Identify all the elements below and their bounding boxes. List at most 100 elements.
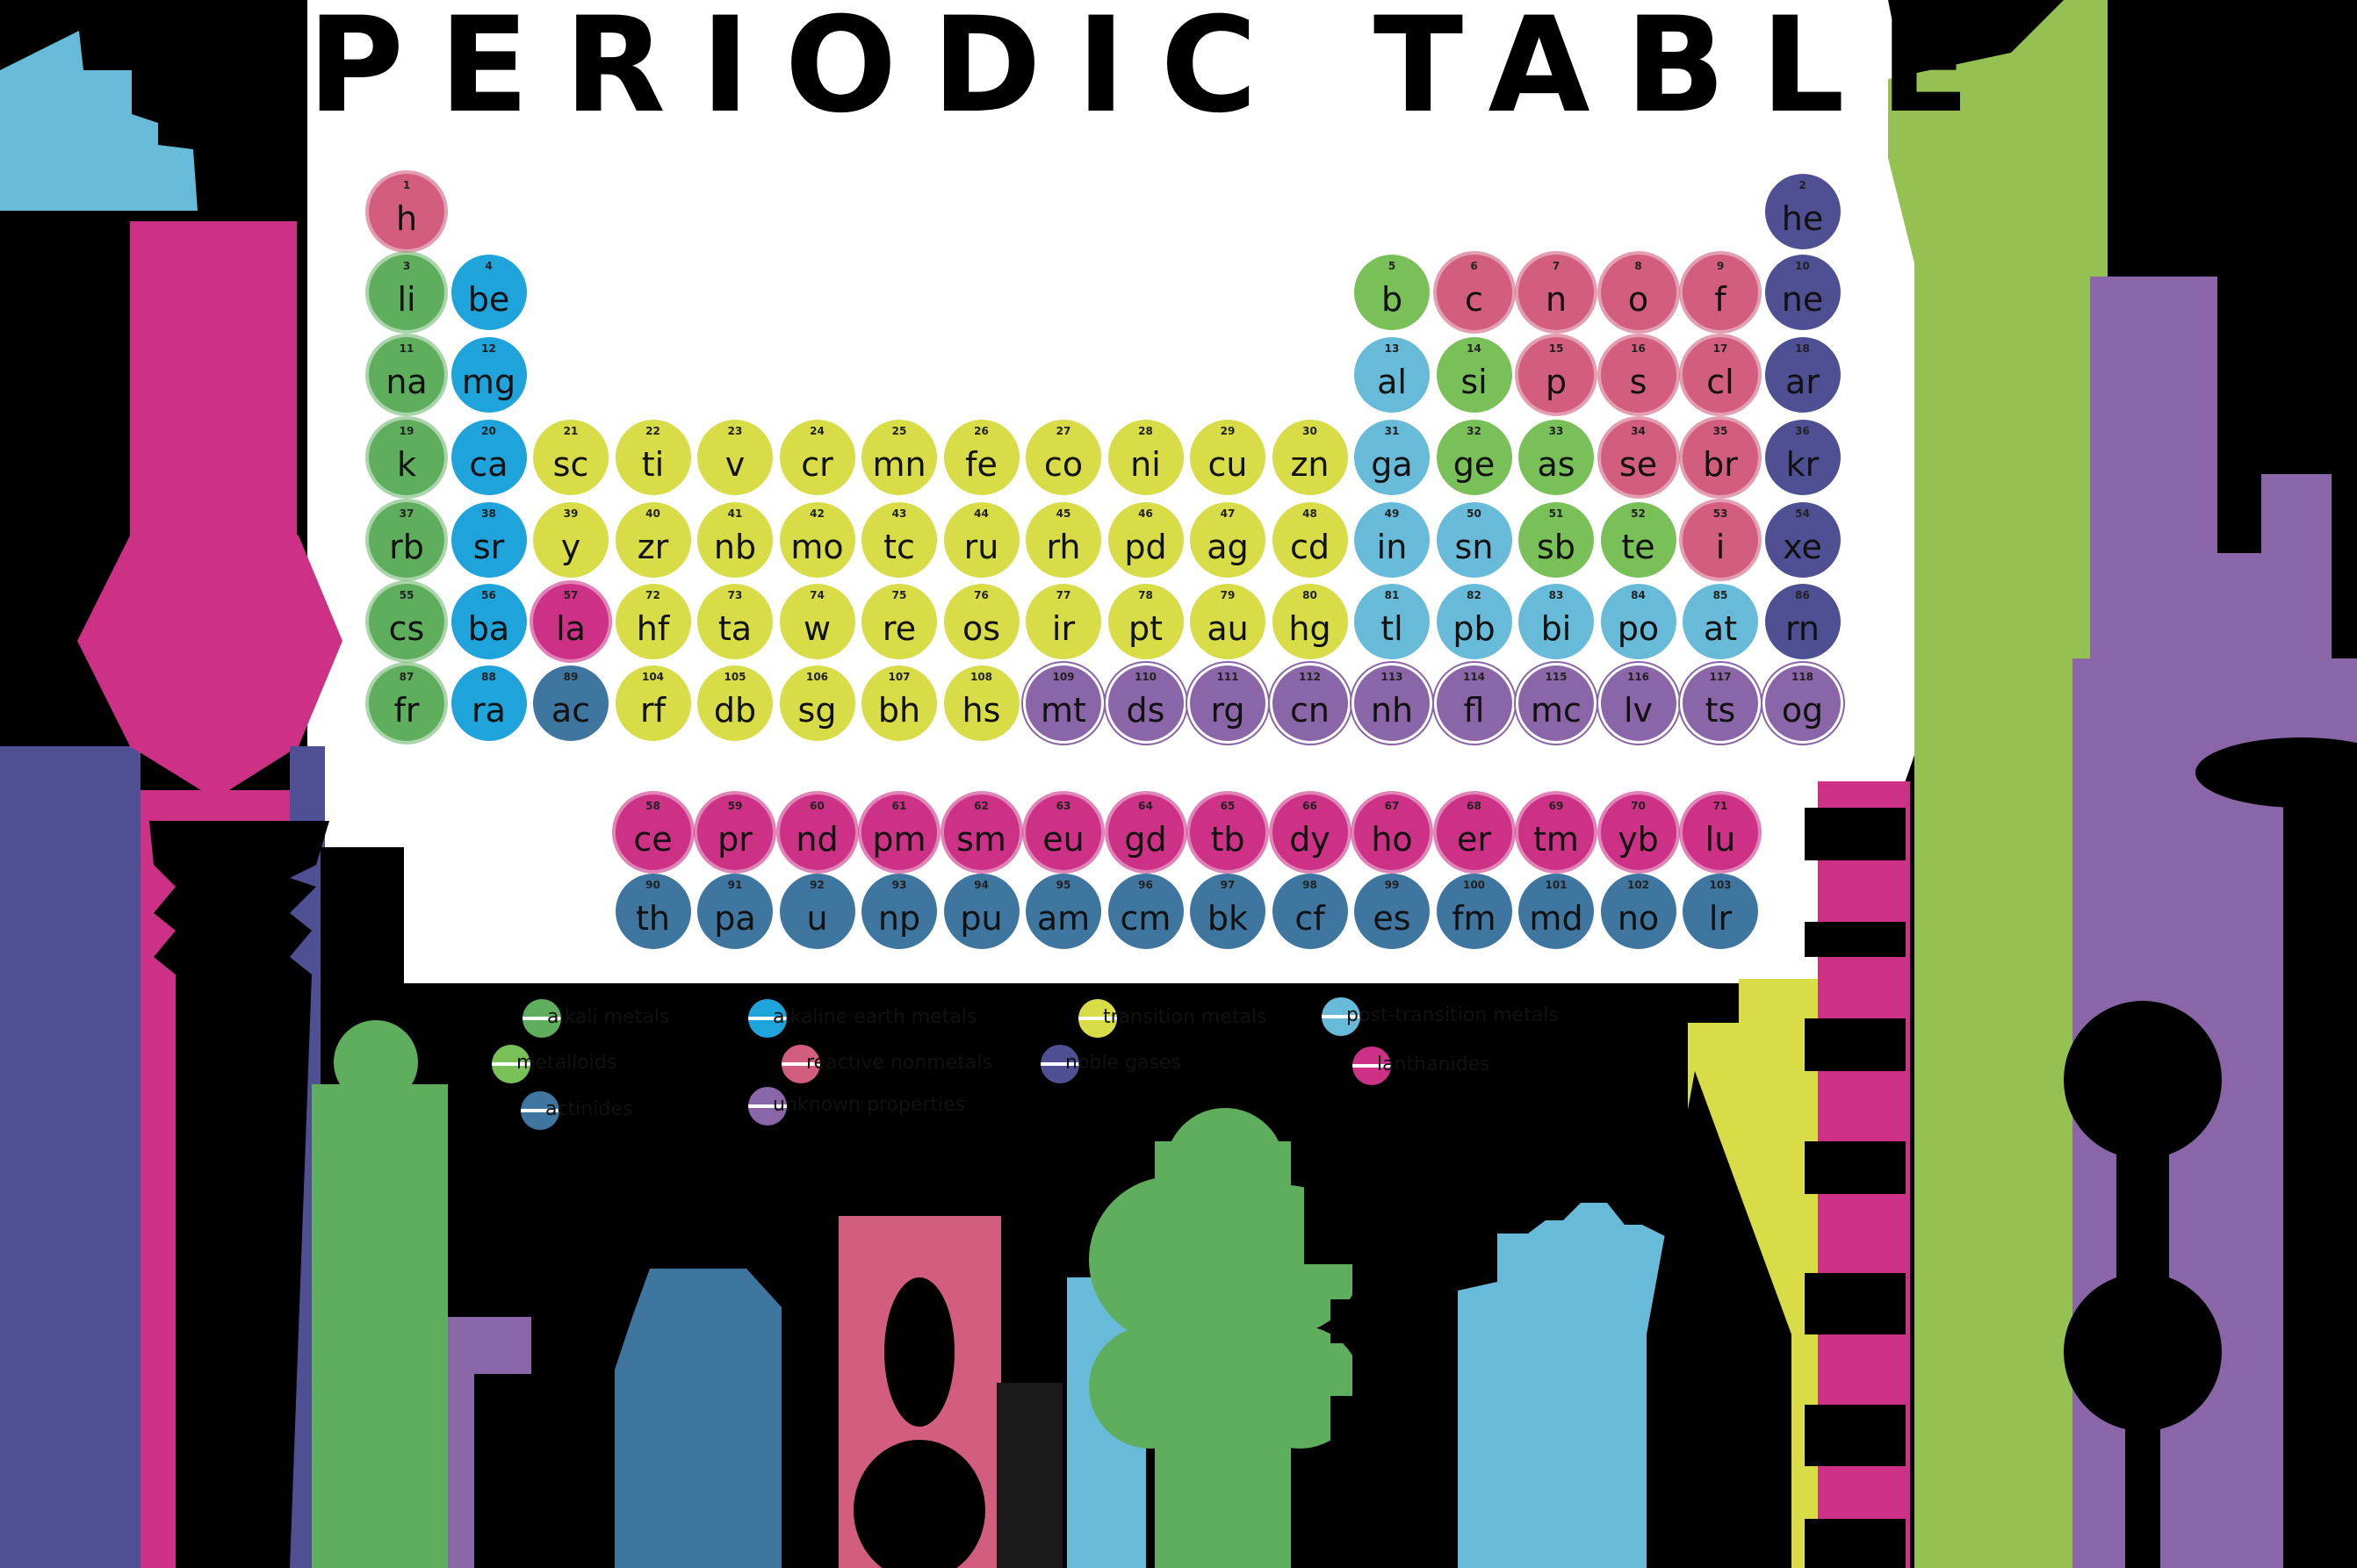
element-symbol: in: [1376, 528, 1408, 566]
element-symbol: k: [396, 445, 416, 484]
element-symbol: mt: [1041, 691, 1086, 730]
element-cn: 112 cn: [1272, 665, 1348, 741]
atomic-number: 105: [724, 671, 746, 683]
element-symbol: i: [1715, 528, 1726, 566]
element-fl: 114 fl: [1436, 665, 1512, 741]
element-symbol: ds: [1126, 691, 1165, 730]
atomic-number: 66: [1302, 800, 1317, 812]
element-symbol: mc: [1531, 691, 1582, 730]
element-zr: 40 zr: [615, 502, 691, 578]
legend-swatch: [748, 999, 787, 1038]
element-ga: 31 ga: [1354, 420, 1430, 495]
element-symbol: cr: [801, 445, 833, 484]
element-symbol: sr: [472, 528, 505, 566]
element-symbol: ni: [1130, 445, 1161, 484]
element-symbol: gd: [1124, 820, 1167, 859]
atomic-number: 8: [1634, 260, 1642, 272]
atomic-number: 60: [810, 800, 825, 812]
element-symbol: os: [962, 609, 1001, 648]
element-symbol: pm: [872, 820, 926, 859]
element-np: 93 np: [861, 874, 937, 949]
element-i: 53 i: [1683, 502, 1758, 578]
atomic-number: 2: [1798, 179, 1806, 191]
element-tb: 65 tb: [1190, 795, 1265, 870]
element-sr: 38 sr: [450, 502, 527, 578]
element-pm: 61 pm: [861, 795, 937, 870]
element-es: 99 es: [1354, 874, 1430, 949]
element-symbol: ag: [1207, 528, 1249, 566]
element-symbol: ac: [551, 691, 591, 730]
element-symbol: rh: [1046, 528, 1081, 566]
element-symbol: se: [1618, 445, 1658, 484]
element-symbol: ta: [717, 609, 753, 648]
atomic-number: 84: [1631, 589, 1646, 601]
element-symbol: ar: [1785, 363, 1820, 401]
element-symbol: at: [1703, 609, 1738, 648]
element-symbol: rb: [389, 528, 424, 566]
element-hg: 80 hg: [1272, 584, 1348, 659]
element-db: 105 db: [697, 665, 773, 741]
element-symbol: w: [803, 609, 832, 648]
element-symbol: mo: [790, 528, 844, 566]
element-symbol: mg: [461, 363, 516, 401]
element-symbol: np: [877, 899, 921, 938]
element-ho: 67 ho: [1354, 795, 1430, 870]
atomic-number: 11: [399, 342, 414, 355]
element-symbol: cm: [1120, 899, 1171, 938]
atomic-number: 40: [645, 507, 660, 520]
element-symbol: yb: [1618, 820, 1659, 859]
atomic-number: 115: [1545, 671, 1568, 683]
element-sb: 51 sb: [1518, 502, 1594, 578]
atomic-number: 10: [1795, 260, 1810, 272]
element-cf: 98 cf: [1272, 874, 1348, 949]
element-ar: 18 ar: [1764, 337, 1841, 413]
element-al: 13 al: [1354, 337, 1430, 413]
element-symbol: mn: [872, 445, 926, 484]
element-symbol: sn: [1454, 528, 1494, 566]
element-tl: 81 tl: [1354, 584, 1430, 659]
atomic-number: 92: [810, 879, 825, 891]
element-symbol: lv: [1623, 691, 1654, 730]
element-symbol: lu: [1705, 820, 1736, 859]
atomic-number: 15: [1548, 342, 1564, 355]
element-symbol: pa: [714, 899, 756, 938]
element-symbol: tm: [1533, 820, 1579, 859]
element-symbol: dy: [1289, 820, 1330, 859]
element-bi: 83 bi: [1518, 584, 1594, 659]
poster-title: PERIODIC TABLE: [307, 0, 2005, 132]
atomic-number: 30: [1302, 425, 1317, 437]
element-symbol: u: [806, 899, 828, 938]
element-ir: 77 ir: [1026, 584, 1101, 659]
atomic-number: 65: [1220, 800, 1236, 812]
atomic-number: 3: [402, 260, 411, 272]
element-no: 102 no: [1600, 874, 1676, 949]
element-symbol: sc: [552, 445, 589, 484]
element-symbol: n: [1545, 280, 1568, 319]
element-symbol: la: [556, 609, 586, 648]
element-lv: 116 lv: [1600, 665, 1676, 741]
element-v: 23 v: [697, 420, 773, 495]
element-symbol: fr: [393, 691, 420, 730]
element-la: 57 la: [533, 584, 609, 659]
element-pu: 94 pu: [943, 874, 1020, 949]
atomic-number: 114: [1462, 671, 1486, 683]
atomic-number: 97: [1220, 879, 1236, 891]
element-cd: 48 cd: [1272, 502, 1348, 578]
legend-swatch: [1352, 1047, 1391, 1085]
legend-swatch: [782, 1045, 820, 1083]
atomic-number: 46: [1138, 507, 1153, 520]
atomic-number: 82: [1467, 589, 1481, 601]
element-xe: 54 xe: [1764, 502, 1841, 578]
atomic-number: 54: [1795, 507, 1810, 520]
element-sg: 106 sg: [779, 665, 855, 741]
legend-swatch: [492, 1045, 530, 1083]
element-rb: 37 rb: [369, 502, 444, 578]
legend-label: transition metals: [1103, 1006, 1267, 1028]
atomic-number: 23: [727, 425, 743, 437]
legend-swatch: [748, 1087, 787, 1126]
element-symbol: ho: [1371, 820, 1413, 859]
element-fm: 100 fm: [1436, 874, 1512, 949]
element-symbol: ba: [467, 609, 510, 648]
